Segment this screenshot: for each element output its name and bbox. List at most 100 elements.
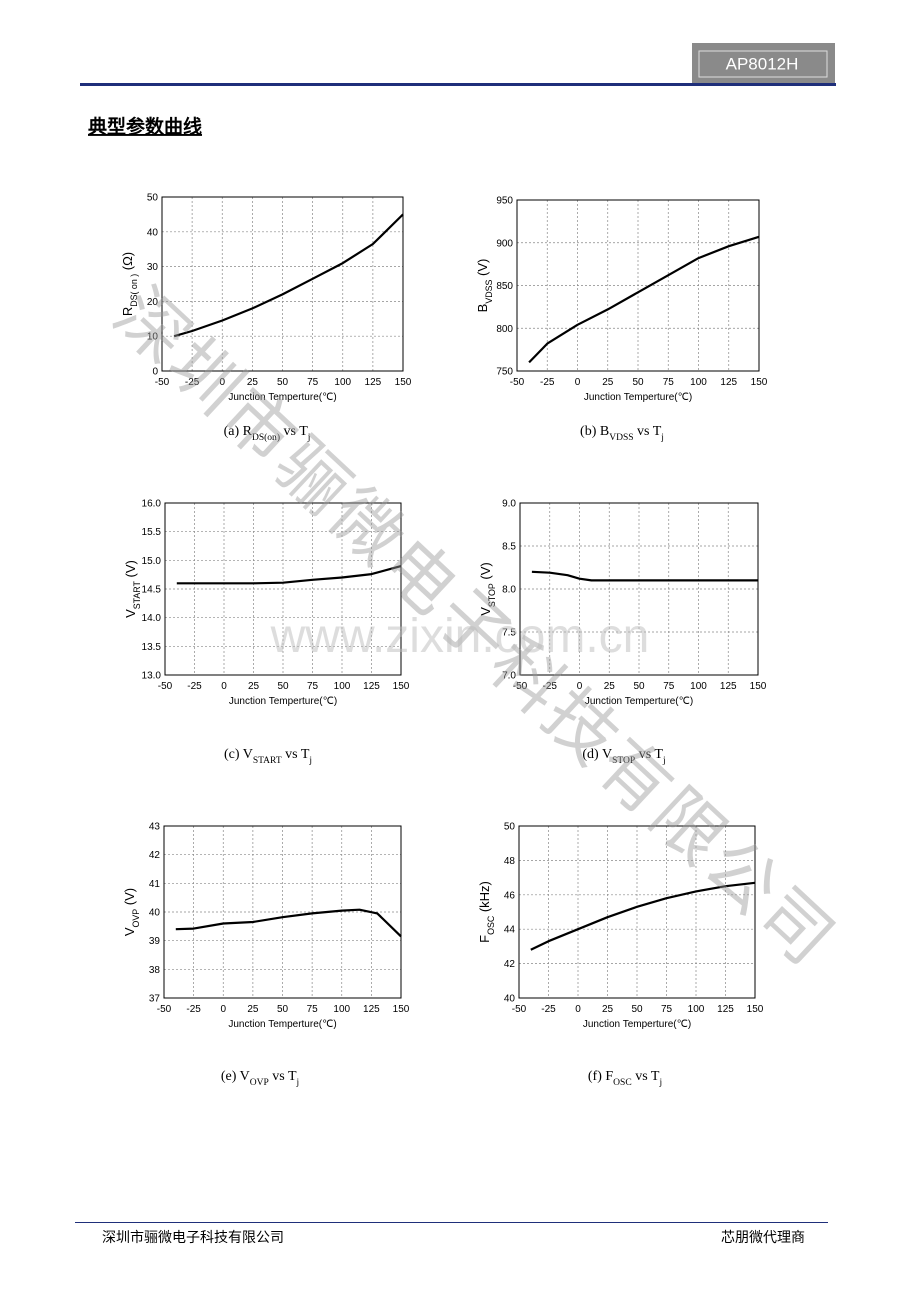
y-tick-label: 14.5 (142, 585, 162, 596)
label-part: V (123, 609, 138, 618)
plot-frame (519, 502, 759, 676)
label-part: vs T (635, 747, 663, 762)
y-tick-label: 850 (496, 281, 513, 292)
label-part: (V) (123, 560, 138, 581)
x-tick-label: 25 (247, 377, 259, 388)
x-tick-label: 0 (220, 1004, 226, 1015)
x-tick-label: -50 (155, 377, 170, 388)
label-part: (V) (122, 888, 137, 909)
label-part: vs T (282, 747, 310, 762)
y-tick-label: 16.0 (142, 499, 162, 510)
x-tick-label: -25 (187, 681, 202, 692)
caption: (a) RDS(on) vs Tj (224, 424, 311, 443)
x-tick-label: 0 (577, 681, 583, 692)
x-tick-label: -25 (541, 1004, 556, 1015)
y-tick-label: 750 (496, 367, 513, 378)
x-tick-label: 150 (393, 1004, 410, 1015)
y-axis-label: RDS( on ) (Ω) (120, 252, 139, 316)
x-tick-label: 25 (602, 377, 614, 388)
x-tick-label: 75 (307, 681, 319, 692)
x-tick-label: 25 (602, 1004, 614, 1015)
x-tick-label: -25 (186, 1004, 201, 1015)
x-tick-label: 25 (247, 1004, 259, 1015)
x-tick-label: 150 (751, 377, 768, 388)
x-tick-label: -50 (510, 377, 525, 388)
data-line (528, 235, 760, 364)
y-tick-label: 40 (147, 227, 159, 238)
caption: (b) BVDSS vs Tj (580, 424, 664, 443)
x-tick-label: 150 (393, 681, 410, 692)
x-tick-label: 0 (575, 377, 581, 388)
y-tick-label: 9.0 (502, 499, 516, 510)
x-tick-label: 150 (750, 681, 767, 692)
y-tick-label: 13.0 (142, 671, 162, 682)
x-tick-label: -50 (513, 681, 528, 692)
y-tick-label: 50 (504, 822, 516, 833)
subscript: OVP (131, 909, 141, 928)
x-tick-label: 75 (661, 1004, 673, 1015)
y-tick-label: 950 (496, 196, 513, 207)
y-tick-label: 800 (496, 324, 513, 335)
section-title: 典型参数曲线 (88, 115, 202, 138)
x-tick-label: 50 (633, 681, 645, 692)
plot-frame (516, 199, 760, 372)
x-tick-label: 0 (219, 377, 225, 388)
label-part: (kHz) (477, 881, 492, 916)
y-tick-label: 40 (149, 908, 161, 919)
y-tick-label: 8.0 (502, 585, 516, 596)
charts: 0 10 20 30 40 50 -50 -25 0 25 50 75 100 125 150 Junctio… (120, 193, 768, 1089)
label-part: (V) (478, 562, 493, 583)
model-name: AP8012H (726, 54, 799, 73)
x-tick-label: 75 (663, 377, 675, 388)
x-tick-label: 125 (717, 1004, 734, 1015)
subscript: DS( on ) (129, 274, 139, 307)
y-tick-label: 8.5 (502, 542, 516, 553)
subscript: OSC (613, 1078, 632, 1088)
x-tick-label: 100 (690, 377, 707, 388)
label-part: (f) F (588, 1069, 613, 1084)
x-tick-label: 125 (720, 681, 737, 692)
caption: (c) VSTART vs Tj (224, 747, 312, 766)
subscript: START (132, 580, 142, 609)
x-tick-label: 100 (334, 681, 351, 692)
x-tick-label: -25 (185, 377, 200, 388)
x-tick-label: 75 (663, 681, 675, 692)
x-axis-label: Junction Temperture(℃) (228, 392, 336, 403)
data-line (175, 908, 402, 938)
y-tick-label: 900 (496, 238, 513, 249)
y-tick-label: 37 (149, 994, 161, 1005)
label-part: (b) B (580, 424, 609, 439)
label-part: F (477, 935, 492, 943)
y-tick-label: 46 (504, 890, 516, 901)
x-tick-label: -25 (540, 377, 555, 388)
subscript: START (253, 756, 282, 766)
x-tick-label: 50 (277, 377, 289, 388)
label-part: vs T (634, 424, 662, 439)
plot-frame (163, 825, 402, 999)
x-tick-label: 50 (277, 681, 289, 692)
caption: (e) VOVP vs Tj (221, 1069, 299, 1088)
x-tick-label: 0 (221, 681, 227, 692)
label-part: vs T (280, 424, 308, 439)
x-tick-label: 75 (307, 1004, 319, 1015)
plot-frame (164, 502, 402, 676)
y-tick-label: 43 (149, 822, 161, 833)
x-tick-label: -50 (158, 681, 173, 692)
y-tick-label: 7.5 (502, 628, 516, 639)
x-tick-label: 125 (720, 377, 737, 388)
y-tick-label: 50 (147, 193, 159, 204)
x-tick-label: 50 (277, 1004, 289, 1015)
plot-frame (161, 196, 404, 372)
y-axis-label: VOVP (V) (122, 888, 141, 936)
footer-left: 深圳市骊微电子科技有限公司 (102, 1229, 284, 1246)
x-axis-label: Junction Temperture(℃) (228, 1019, 336, 1030)
y-tick-label: 15.5 (142, 527, 162, 538)
y-tick-label: 20 (147, 297, 159, 308)
label-part: R (120, 307, 135, 316)
y-axis-label: VSTOP (V) (478, 562, 497, 616)
x-tick-label: 150 (747, 1004, 764, 1015)
subscript: j (307, 433, 311, 443)
y-tick-label: 48 (504, 856, 516, 867)
subscript: STOP (487, 583, 497, 607)
y-tick-label: 10 (147, 332, 159, 343)
